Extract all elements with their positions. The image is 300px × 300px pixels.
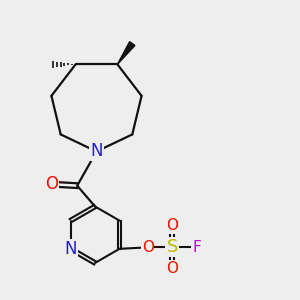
Polygon shape xyxy=(117,42,135,64)
Text: O: O xyxy=(166,218,178,233)
Text: F: F xyxy=(192,240,201,255)
Text: O: O xyxy=(142,240,154,255)
Text: O: O xyxy=(166,261,178,276)
Text: N: N xyxy=(64,240,77,258)
Text: N: N xyxy=(90,142,103,160)
Text: S: S xyxy=(167,238,178,256)
Text: O: O xyxy=(45,175,58,193)
